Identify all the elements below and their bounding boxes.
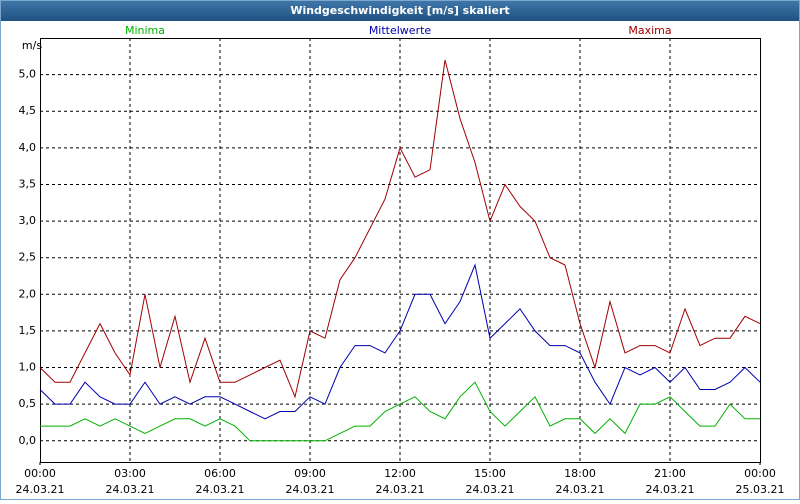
y-tick-label: 4,5 — [19, 104, 37, 117]
legend-label: Mittelwerte — [369, 24, 432, 37]
legend-label: Maxima — [628, 24, 671, 37]
x-tick-label: 06:00 — [204, 467, 236, 480]
y-axis-label: m/s — [22, 39, 42, 52]
x-tick-label: 12:00 — [384, 467, 416, 480]
y-tick-label: 0,5 — [19, 397, 37, 410]
x-tick-label: 24.03.21 — [556, 483, 605, 496]
y-tick-label: 2,5 — [19, 251, 37, 264]
series-line — [40, 381, 760, 442]
y-tick-label: 1,5 — [19, 324, 37, 337]
x-tick-label: 24.03.21 — [466, 483, 515, 496]
y-tick-label: 4,0 — [19, 141, 37, 154]
x-tick-label: 24.03.21 — [646, 483, 695, 496]
x-tick-label: 00:00 — [744, 467, 776, 480]
x-tick-label: 21:00 — [654, 467, 686, 480]
x-tick-label: 24.03.21 — [16, 483, 65, 496]
x-tick-label: 25.03.21 — [736, 483, 785, 496]
y-tick-label: 0,0 — [19, 434, 37, 447]
x-tick-label: 09:00 — [294, 467, 326, 480]
y-tick-label: 1,0 — [19, 361, 37, 374]
x-tick-label: 24.03.21 — [106, 483, 155, 496]
x-tick-label: 00:00 — [24, 467, 56, 480]
x-tick-label: 24.03.21 — [286, 483, 335, 496]
y-tick-label: 5,0 — [19, 68, 37, 81]
x-tick-label: 03:00 — [114, 467, 146, 480]
series-line — [39, 263, 761, 420]
y-tick-label: 3,5 — [19, 177, 37, 190]
y-tick-label: 3,0 — [19, 214, 37, 227]
x-tick-label: 15:00 — [474, 467, 506, 480]
y-tick-label: 2,0 — [19, 287, 37, 300]
x-tick-label: 24.03.21 — [376, 483, 425, 496]
x-tick-label: 24.03.21 — [196, 483, 245, 496]
chart-title: Windgeschwindigkeit [m/s] skaliert — [290, 4, 509, 17]
legend-label: Minima — [125, 24, 165, 37]
series-line — [39, 59, 761, 399]
title-bar — [1, 1, 799, 21]
x-tick-label: 18:00 — [564, 467, 596, 480]
